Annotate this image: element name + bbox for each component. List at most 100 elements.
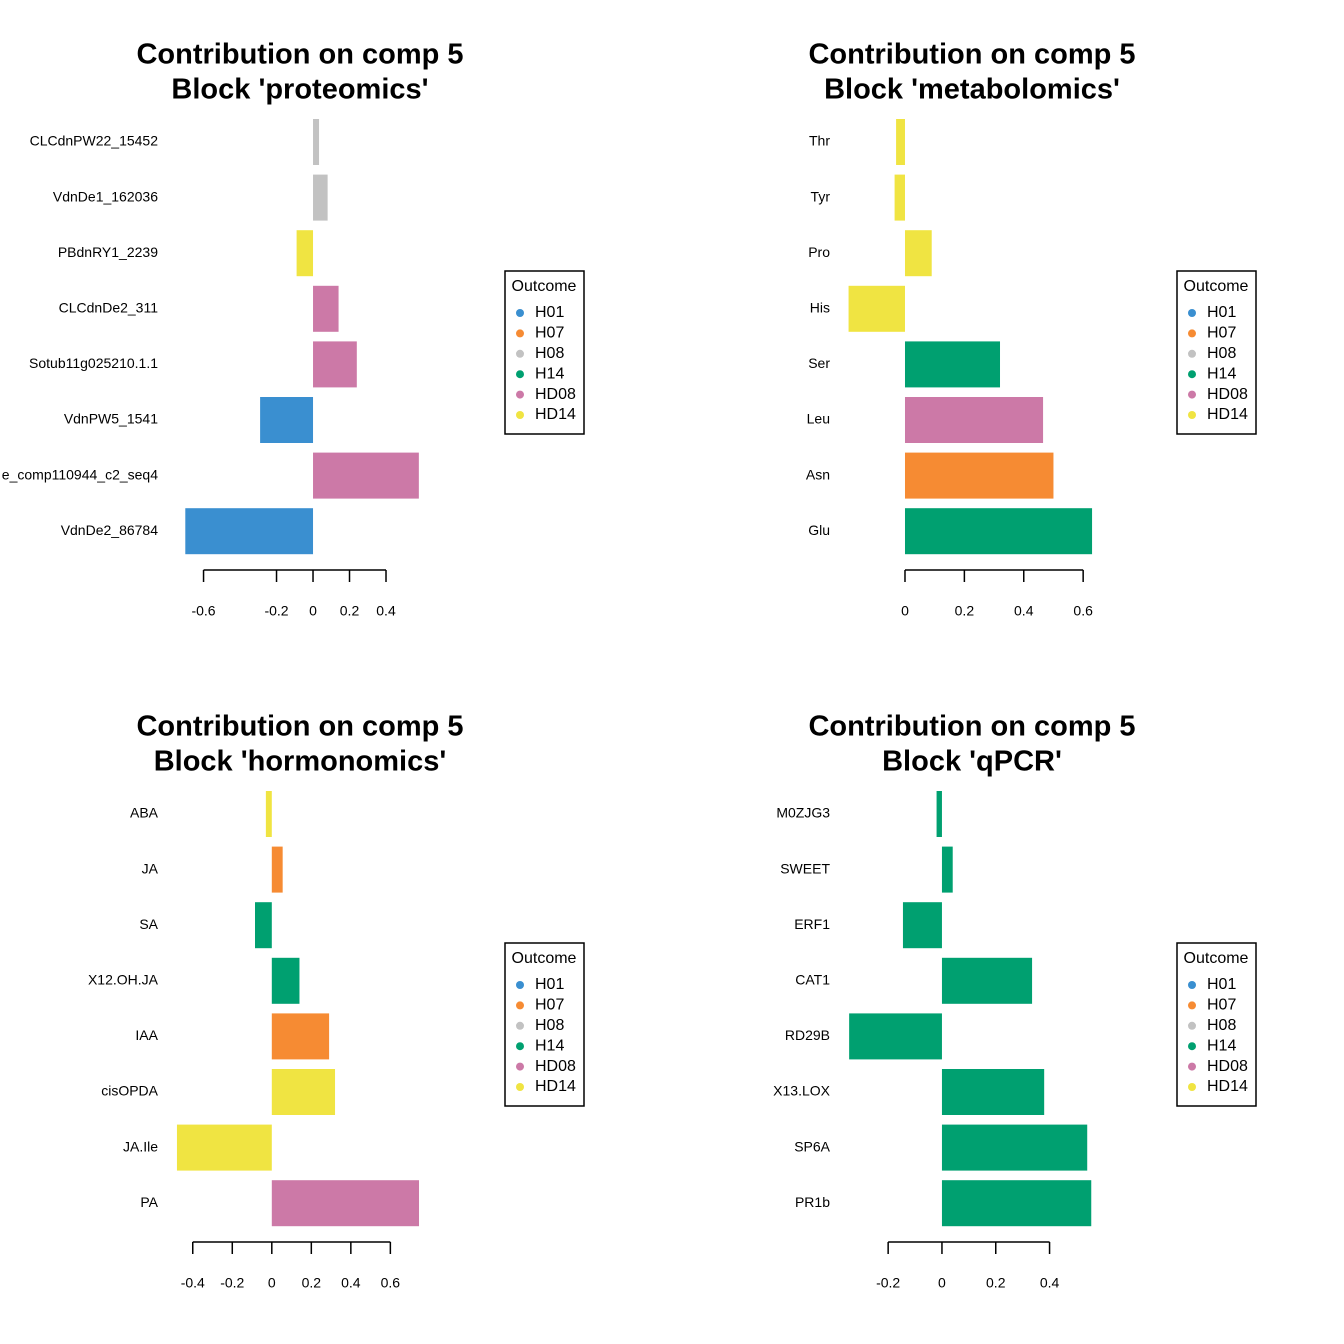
x-tick-label: 0 <box>901 603 909 619</box>
bar <box>941 846 953 893</box>
bar <box>904 230 932 277</box>
chart-title: Contribution on comp 5 <box>136 39 463 71</box>
legend-marker <box>516 1083 524 1091</box>
category-label: CAT1 <box>795 972 830 988</box>
legend-label: HD14 <box>535 406 576 423</box>
category-label: Ser <box>808 355 830 371</box>
category-label: PR1b <box>795 1194 830 1210</box>
category-label: IAA <box>135 1027 158 1043</box>
legend-marker <box>1188 1083 1196 1091</box>
legend-marker <box>1188 1001 1196 1010</box>
category-label: Sotub11g025210.1.1 <box>29 355 158 371</box>
legend-marker <box>516 411 524 419</box>
category-label: His <box>810 300 830 316</box>
legend-label: H08 <box>1207 1017 1236 1034</box>
bar <box>941 1180 1092 1227</box>
legend-label: H08 <box>535 1017 564 1034</box>
bar <box>265 791 272 837</box>
legend-label: H14 <box>535 1037 564 1054</box>
category-label: VdnPW5_1541 <box>64 411 158 427</box>
legend-marker <box>516 1001 524 1010</box>
category-label: PBdnRY1_2239 <box>58 244 158 260</box>
category-label: VdnDe2_86784 <box>61 522 159 538</box>
legend-label: H01 <box>535 976 564 993</box>
category-label: cisOPDA <box>101 1083 158 1099</box>
x-tick-label: -0.2 <box>264 603 288 619</box>
legend-label: HD08 <box>1207 386 1248 403</box>
category-label: SA <box>139 916 158 932</box>
x-tick-label: -0.6 <box>191 603 215 619</box>
chart-title: Block 'metabolomics' <box>824 74 1120 106</box>
bar <box>271 846 283 893</box>
bar <box>941 1124 1088 1171</box>
legend-label: H07 <box>535 325 564 342</box>
chart-title: Contribution on comp 5 <box>136 711 463 743</box>
legend-title: Outcome <box>1184 950 1249 967</box>
x-tick-label: 0 <box>309 603 317 619</box>
legend: Outcome H01 H07 H08 H14 HD08 HD14 <box>504 942 585 1107</box>
bar <box>896 119 905 165</box>
legend-label: HD08 <box>535 386 576 403</box>
category-label: X13.LOX <box>773 1083 830 1099</box>
x-tick-label: 0.2 <box>955 603 975 619</box>
legend-marker <box>516 1062 524 1071</box>
chart-title: Block 'proteomics' <box>171 74 428 106</box>
category-label: SP6A <box>794 1138 830 1154</box>
legend-marker <box>1188 329 1196 338</box>
category-label: e_comp110944_c2_seq4 <box>2 466 158 482</box>
legend-label: H07 <box>1207 325 1236 342</box>
x-tick-label: 0.4 <box>1014 603 1034 619</box>
legend-marker <box>516 981 524 989</box>
x-tick-label: 0.4 <box>1040 1275 1060 1291</box>
legend-marker <box>1188 309 1196 317</box>
bar <box>904 452 1054 499</box>
bar <box>904 508 1093 555</box>
legend-label: H01 <box>1207 976 1236 993</box>
legend-label: HD14 <box>1207 406 1248 423</box>
legend-marker <box>516 1042 524 1051</box>
category-label: M0ZJG3 <box>776 805 830 821</box>
bar <box>271 1180 420 1227</box>
legend-marker <box>516 329 524 338</box>
category-label: Pro <box>808 244 830 260</box>
x-tick-label: 0.2 <box>340 603 360 619</box>
category-label: JA.Ile <box>123 1138 158 1154</box>
category-label: SWEET <box>780 860 830 876</box>
bar <box>894 174 905 221</box>
category-label: CLCdnDe2_311 <box>59 300 159 316</box>
legend-marker <box>1188 1042 1196 1051</box>
legend-marker <box>516 309 524 317</box>
bar <box>313 341 357 388</box>
category-label: Thr <box>809 133 830 149</box>
x-tick-label: -0.2 <box>220 1275 244 1291</box>
bar <box>176 1124 272 1171</box>
legend-marker <box>1188 390 1196 399</box>
bar <box>271 1069 336 1115</box>
bar <box>848 285 905 332</box>
bar <box>941 1069 1045 1115</box>
bar <box>936 791 942 837</box>
bar <box>904 397 1044 443</box>
bar <box>941 957 1033 1004</box>
legend-marker <box>516 390 524 399</box>
legend-marker <box>516 370 524 379</box>
x-tick-label: 0.2 <box>986 1275 1006 1291</box>
chart-title: Block 'qPCR' <box>882 746 1062 778</box>
legend-marker <box>1188 981 1196 989</box>
legend-label: H07 <box>1207 997 1236 1014</box>
category-label: Glu <box>808 522 830 538</box>
bar <box>260 397 314 443</box>
x-tick-label: 0 <box>938 1275 946 1291</box>
x-tick-label: -0.2 <box>876 1275 900 1291</box>
legend-label: H14 <box>1207 1037 1236 1054</box>
legend-label: H08 <box>1207 345 1236 362</box>
bar <box>904 341 1001 388</box>
legend-marker <box>1188 411 1196 419</box>
legend-label: H01 <box>535 304 564 321</box>
x-tick-label: 0.6 <box>1073 603 1093 619</box>
bar <box>849 1013 942 1060</box>
legend-label: HD08 <box>1207 1058 1248 1075</box>
